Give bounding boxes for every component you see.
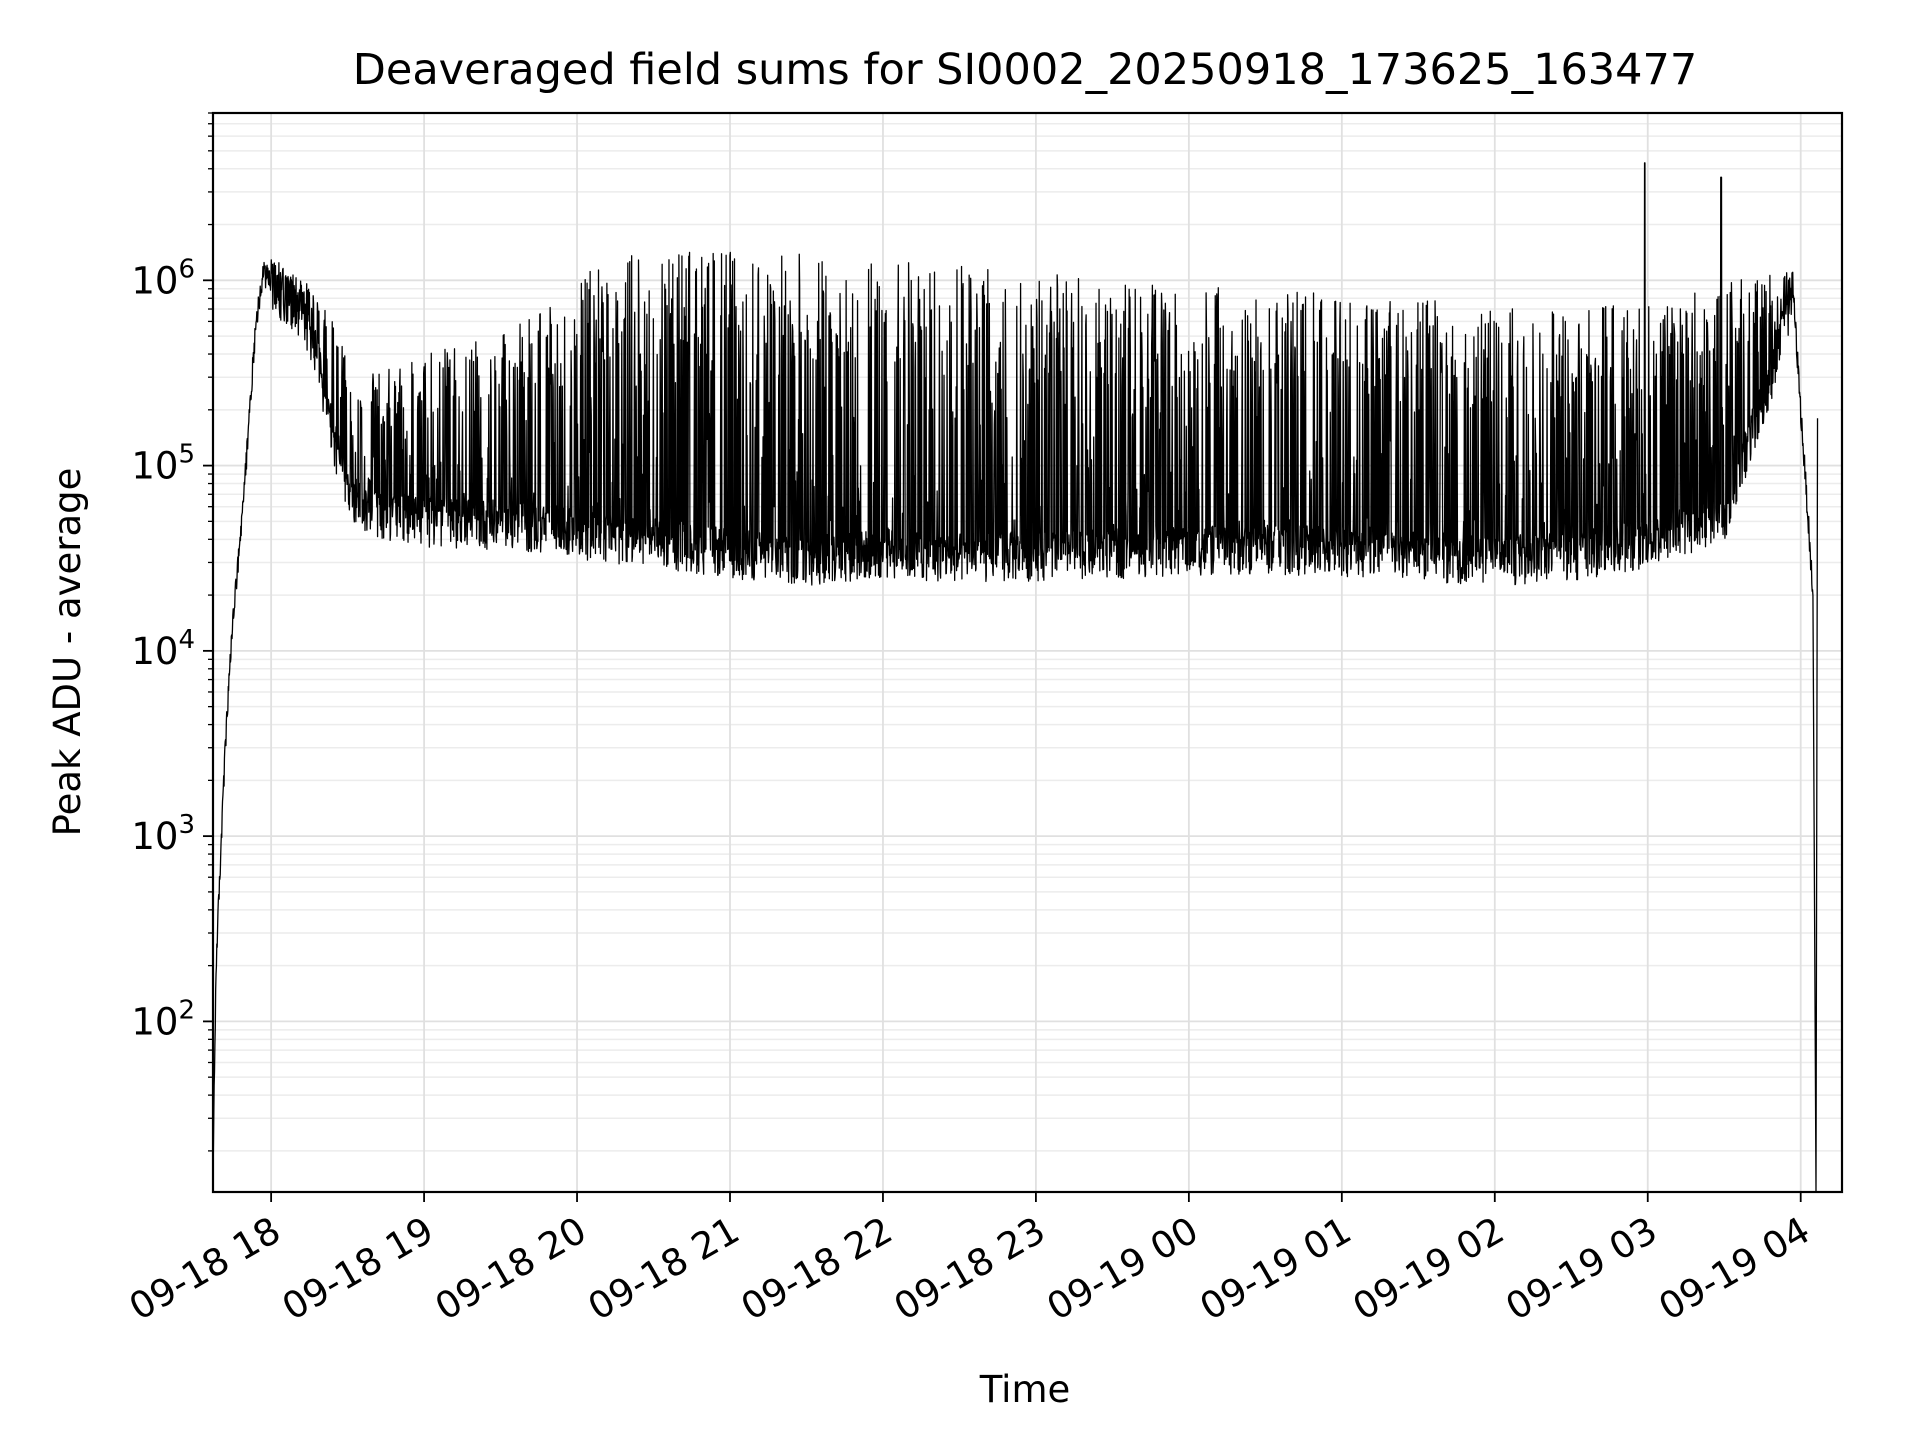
- y-tick-label: 103: [131, 810, 195, 858]
- y-tick-label: 102: [131, 995, 195, 1043]
- y-tick-label: 104: [131, 625, 195, 673]
- plot-frame: [211, 111, 1844, 1194]
- grid-minor: [213, 112, 1842, 1152]
- series-line: [212, 162, 1819, 1193]
- y-tick-base: 10: [131, 815, 178, 858]
- chart-title: Deaveraged field sums for SI0002_2025091…: [353, 45, 1698, 95]
- y-tick-label: 105: [131, 440, 195, 488]
- y-tick-base: 10: [131, 630, 178, 673]
- y-tick-label: 106: [131, 254, 195, 302]
- y-tick-exponent: 3: [178, 810, 195, 840]
- y-tick-exponent: 2: [178, 995, 195, 1025]
- y-tick-base: 10: [131, 445, 178, 488]
- y-tick-base: 10: [131, 259, 178, 302]
- x-axis-label: Time: [979, 1368, 1071, 1411]
- y-tick-exponent: 4: [178, 625, 195, 655]
- grid-major: [213, 113, 1842, 1192]
- y-axis-label: Peak ADU - average: [46, 468, 89, 837]
- y-tick-exponent: 6: [178, 254, 195, 284]
- y-tick-exponent: 5: [178, 440, 195, 470]
- y-tick-base: 10: [131, 1000, 178, 1043]
